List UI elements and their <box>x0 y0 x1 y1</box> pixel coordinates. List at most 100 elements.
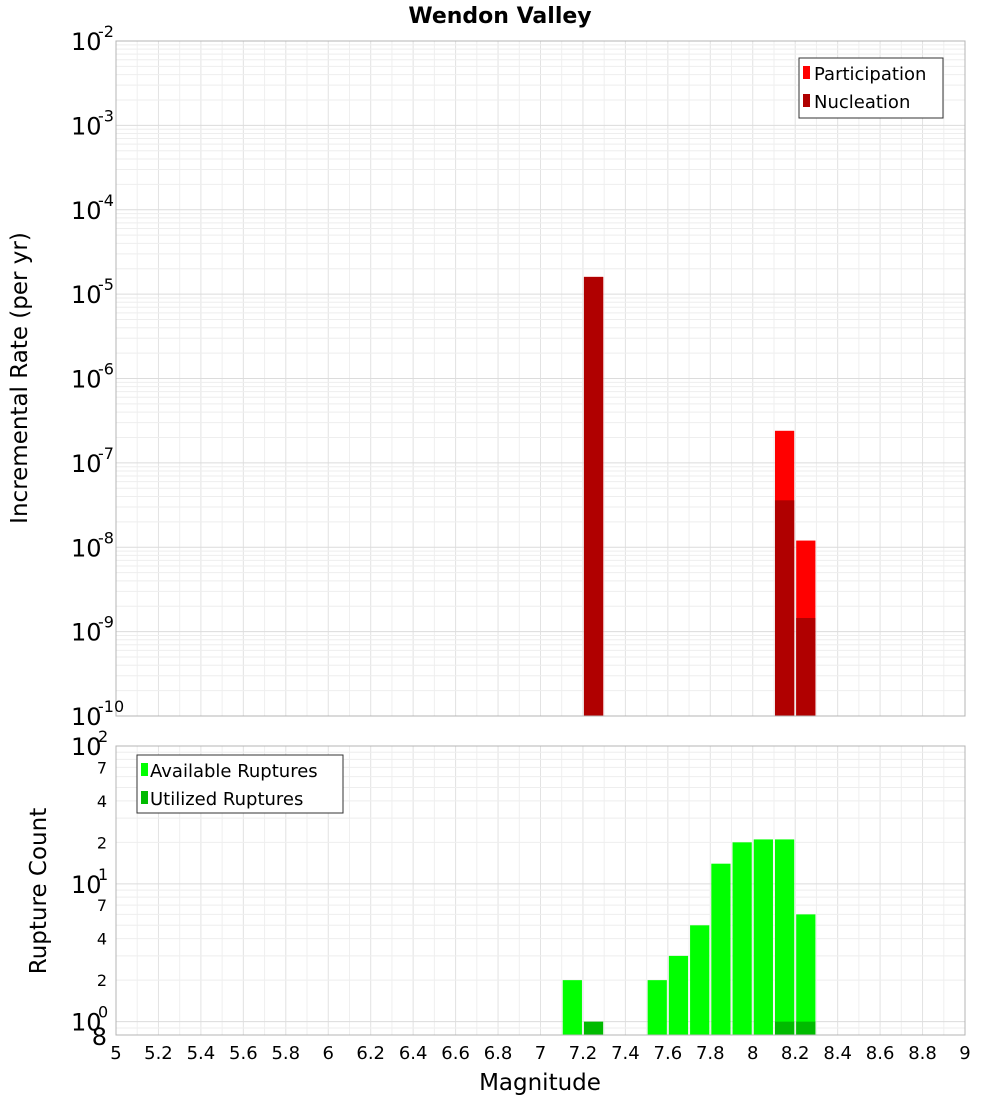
top-chart-bar-nucleation <box>583 276 604 716</box>
x-tick-label: 7.6 <box>654 1043 683 1064</box>
bottom-chart-y-tick-base: 10 <box>71 733 102 761</box>
top-chart-bar-nucleation <box>796 618 816 716</box>
top-chart-y-major-tick-label: 10-8 <box>71 528 114 562</box>
x-tick-label: 5.2 <box>144 1043 173 1064</box>
top-chart-y-tick-exponent: -10 <box>98 697 124 716</box>
participation-legend-swatch <box>803 66 810 79</box>
bottom-chart-y-major-tick-label: 101 <box>71 865 108 899</box>
top-chart-y-tick-base: 10 <box>71 703 102 731</box>
bottom-chart-bar-utilized-ruptures <box>796 1021 816 1035</box>
x-tick-label: 7.4 <box>611 1043 640 1064</box>
x-tick-label: 6.6 <box>441 1043 470 1064</box>
chart-title: Wendon Valley <box>408 4 591 29</box>
x-tick-label: 6.4 <box>399 1043 428 1064</box>
top-legend-box <box>798 57 944 119</box>
bottom-chart-y-major-tick-label: 100 <box>71 1003 108 1037</box>
bottom-chart-bar-available-ruptures <box>562 980 582 1035</box>
top-chart-y-tick-exponent: -3 <box>98 106 114 125</box>
x-axis-tick-labels: 5 5.2 5.4 5.6 5.8 6 6.2 6.4 6.6 6.8 7 7.2 7.4 7.6 7.8 8… <box>110 1043 970 1064</box>
x-axis-title: Magnitude <box>479 1070 601 1096</box>
top-chart-y-tick-base: 10 <box>71 112 102 140</box>
x-tick-label: 7 <box>535 1043 546 1064</box>
x-tick-label: 5.8 <box>271 1043 300 1064</box>
x-tick-label: 5 <box>110 1043 121 1064</box>
x-tick-label: 7.8 <box>696 1043 725 1064</box>
bottom-chart-bar-utilized-ruptures <box>583 1021 604 1035</box>
bottom-chart-y-major-tick-label: 102 <box>71 727 108 761</box>
x-tick-label: 8.4 <box>823 1043 852 1064</box>
bottom-chart-y-minor-tick-label: 7 <box>97 758 107 777</box>
bottom-chart-bar-available-ruptures <box>796 914 816 1035</box>
bottom-chart-grid <box>116 746 965 1035</box>
top-chart-y-tick-exponent: -6 <box>98 360 114 379</box>
top-chart-y-tick-base: 10 <box>71 534 102 562</box>
bottom-chart-bar-available-ruptures <box>774 839 795 1035</box>
top-chart-y-major-tick-label: 10-6 <box>71 360 114 394</box>
x-tick-label: 6.8 <box>484 1043 513 1064</box>
bottom-chart-bar-available-ruptures <box>690 925 710 1035</box>
bottom-chart-bar-utilized-ruptures <box>774 1021 795 1035</box>
top-chart-y-tick-exponent: -7 <box>98 444 114 463</box>
nucleation-legend-label: Nucleation <box>814 92 910 113</box>
top-chart-bars <box>583 276 816 716</box>
nucleation-legend-swatch <box>803 94 810 107</box>
bottom-chart-y-minor-tick-label: 4 <box>97 930 107 949</box>
bottom-chart-y-minor-tick-label: 7 <box>97 896 107 915</box>
bottom-chart-y-minor-tick-label: 2 <box>97 833 107 852</box>
bottom-chart-y-minor-tick-label: 2 <box>97 971 107 990</box>
top-chart-y-tick-exponent: -2 <box>98 22 114 41</box>
top-chart-y-tick-base: 10 <box>71 28 102 56</box>
top-chart-y-tick-base: 10 <box>71 366 102 394</box>
bottom-chart-legend: Available Ruptures Utilized Ruptures <box>136 754 344 814</box>
top-chart-y-tick-exponent: -9 <box>98 613 114 632</box>
x-tick-label: 5.6 <box>229 1043 258 1064</box>
bottom-chart-y-tick-base: 10 <box>71 1009 102 1037</box>
top-chart-y-tick-base: 10 <box>71 619 102 647</box>
bottom-chart-bar-available-ruptures <box>668 955 689 1035</box>
top-chart-y-axis-title: Incremental Rate (per yr) <box>7 232 33 524</box>
bottom-legend-box <box>136 754 344 814</box>
top-chart-grid <box>116 41 965 716</box>
top-chart-y-major-tick-label: 10-9 <box>71 613 114 647</box>
top-chart-y-major-tick-label: 10-2 <box>71 22 114 56</box>
top-chart-bar-nucleation <box>774 500 795 716</box>
bottom-chart-bar-available-ruptures <box>753 839 773 1035</box>
bottom-chart-bar-available-ruptures <box>711 863 731 1035</box>
utilized-ruptures-legend-swatch <box>141 791 148 804</box>
bottom-chart-y-tick-exponent: 2 <box>98 727 108 746</box>
x-tick-label: 7.2 <box>569 1043 598 1064</box>
top-chart-legend: Participation Nucleation <box>798 57 944 119</box>
top-chart-y-tick-exponent: -5 <box>98 275 114 294</box>
bottom-chart-y-minor-tick-label: 4 <box>97 792 107 811</box>
x-tick-label: 5.4 <box>187 1043 216 1064</box>
top-chart-y-tick-exponent: -8 <box>98 528 114 547</box>
participation-legend-label: Participation <box>814 64 926 85</box>
x-tick-label: 9 <box>959 1043 970 1064</box>
bottom-chart-y-axis-title: Rupture Count <box>26 808 52 974</box>
top-chart-y-major-tick-label: 10-5 <box>71 275 114 309</box>
bottom-chart-bars <box>562 839 816 1035</box>
bottom-chart-bar-available-ruptures <box>732 842 752 1035</box>
x-tick-label: 6 <box>323 1043 334 1064</box>
top-chart-y-tick-base: 10 <box>71 450 102 478</box>
top-chart-y-major-tick-label: 10-4 <box>71 191 114 225</box>
x-tick-label: 8.8 <box>908 1043 937 1064</box>
top-chart-y-tick-base: 10 <box>71 197 102 225</box>
available-ruptures-legend-swatch <box>141 763 148 776</box>
top-chart-y-tick-base: 10 <box>71 281 102 309</box>
bottom-chart-plot-area <box>115 745 966 1036</box>
bottom-chart-y-tick-exponent: 1 <box>98 865 108 884</box>
utilized-ruptures-legend-label: Utilized Ruptures <box>150 789 303 810</box>
x-tick-label: 8.2 <box>781 1043 810 1064</box>
x-tick-label: 8.6 <box>866 1043 895 1064</box>
top-chart-y-tick-exponent: -4 <box>98 191 114 210</box>
top-chart-y-major-tick-label: 10-10 <box>71 697 124 731</box>
bottom-chart-y-tick-exponent: 0 <box>98 1003 108 1022</box>
available-ruptures-legend-label: Available Ruptures <box>150 761 318 782</box>
x-tick-label: 8 <box>747 1043 758 1064</box>
x-tick-label: 6.2 <box>356 1043 385 1064</box>
bottom-chart-y-tick-base: 10 <box>71 871 102 899</box>
